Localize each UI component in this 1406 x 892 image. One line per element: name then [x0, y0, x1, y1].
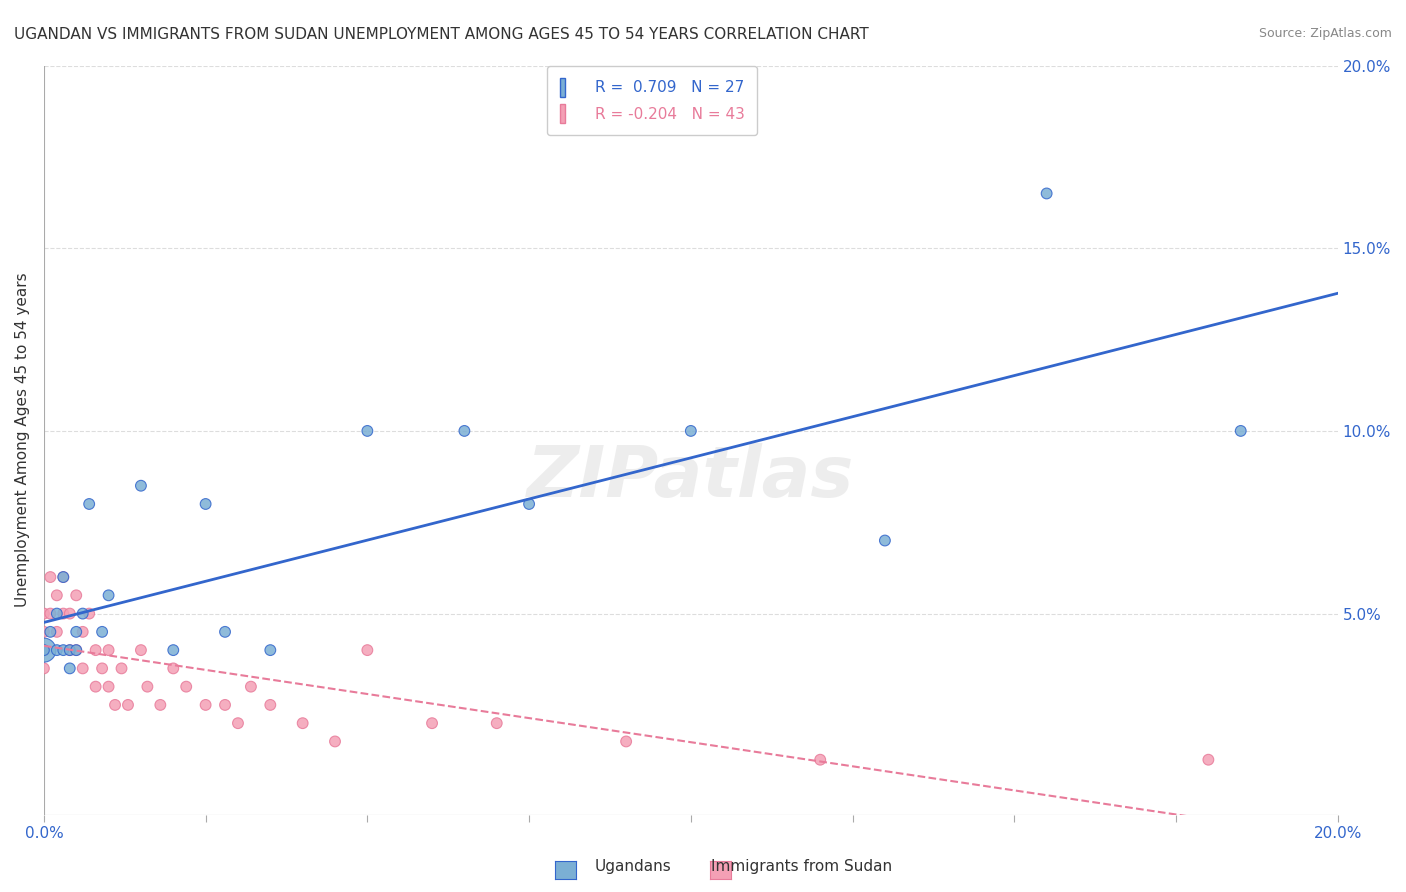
Point [1197, 753, 1219, 767]
Point [485, 716, 508, 731]
Point [59, 661, 82, 675]
Point [356, 643, 378, 657]
Point [52, 643, 75, 657]
Point [356, 424, 378, 438]
Point [65, 643, 87, 657]
Point [239, 680, 262, 694]
Point [32, 661, 55, 675]
Point [149, 698, 172, 712]
Point [517, 497, 540, 511]
Text: UGANDAN VS IMMIGRANTS FROM SUDAN UNEMPLOYMENT AMONG AGES 45 TO 54 YEARS CORRELAT: UGANDAN VS IMMIGRANTS FROM SUDAN UNEMPLO… [14, 27, 869, 42]
Point [32, 624, 55, 639]
Point [808, 753, 831, 767]
Point [226, 716, 249, 731]
Point [59, 643, 82, 657]
Point [323, 734, 346, 748]
Point [39, 624, 62, 639]
Point [194, 497, 217, 511]
Point [162, 661, 184, 675]
Point [77, 607, 100, 621]
Point [52, 570, 75, 584]
Point [65, 643, 87, 657]
Point [129, 479, 152, 493]
Point [129, 643, 152, 657]
Point [32, 607, 55, 621]
Point [97, 680, 120, 694]
Point [117, 698, 139, 712]
Point [259, 643, 281, 657]
Point [91, 661, 114, 675]
Point [1229, 424, 1251, 438]
Point [72, 624, 94, 639]
Text: Source: ZipAtlas.com: Source: ZipAtlas.com [1258, 27, 1392, 40]
Point [45, 643, 67, 657]
Point [97, 643, 120, 657]
Point [1035, 186, 1057, 201]
Point [679, 424, 702, 438]
Point [45, 588, 67, 602]
Point [136, 680, 159, 694]
Point [84, 643, 107, 657]
Point [65, 624, 87, 639]
Point [72, 661, 94, 675]
Point [39, 570, 62, 584]
Point [194, 698, 217, 712]
Point [110, 661, 132, 675]
Point [65, 588, 87, 602]
Text: Ugandans: Ugandans [595, 859, 671, 874]
Point [84, 680, 107, 694]
Point [39, 607, 62, 621]
Point [59, 607, 82, 621]
Point [45, 624, 67, 639]
Point [214, 624, 236, 639]
Point [873, 533, 896, 548]
Point [72, 607, 94, 621]
Point [214, 698, 236, 712]
Y-axis label: Unemployment Among Ages 45 to 54 years: Unemployment Among Ages 45 to 54 years [15, 273, 30, 607]
Point [91, 624, 114, 639]
Point [291, 716, 314, 731]
Point [420, 716, 443, 731]
Point [614, 734, 637, 748]
Point [453, 424, 475, 438]
Point [59, 643, 82, 657]
Text: ZIPatlas: ZIPatlas [527, 443, 855, 512]
Text: Immigrants from Sudan: Immigrants from Sudan [711, 859, 891, 874]
Point [77, 497, 100, 511]
Point [52, 607, 75, 621]
Point [52, 570, 75, 584]
Point [97, 588, 120, 602]
Point [32, 643, 55, 657]
Point [45, 607, 67, 621]
Point [174, 680, 197, 694]
Point [32, 643, 55, 657]
Legend: R =  0.709   N = 27, R = -0.204   N = 43: R = 0.709 N = 27, R = -0.204 N = 43 [547, 66, 756, 135]
Point [32, 643, 55, 657]
Point [104, 698, 127, 712]
Point [162, 643, 184, 657]
Point [259, 698, 281, 712]
